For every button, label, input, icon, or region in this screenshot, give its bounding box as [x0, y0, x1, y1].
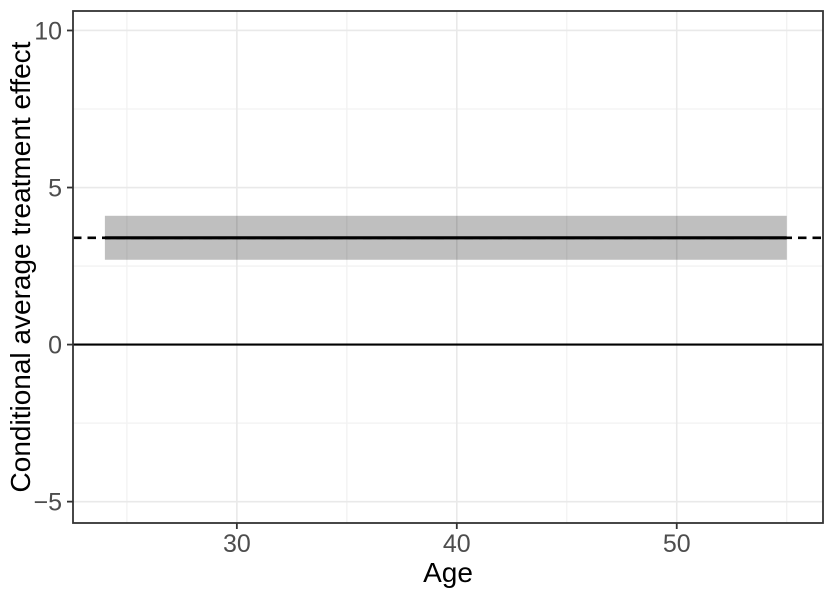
panel-border — [72, 10, 824, 524]
x-tick-label: 50 — [663, 530, 691, 558]
y-tick-label: 10 — [34, 17, 62, 45]
panel-background — [73, 11, 823, 523]
x-tick-label: 40 — [443, 530, 471, 558]
x-tick-label: 30 — [223, 530, 251, 558]
y-tick-label: −5 — [33, 489, 62, 517]
x-axis-title: Age — [423, 557, 473, 588]
y-tick-label: 0 — [48, 332, 62, 360]
y-tick-label: 5 — [48, 175, 62, 203]
y-axis-title: Conditional average treatment effect — [5, 41, 36, 493]
